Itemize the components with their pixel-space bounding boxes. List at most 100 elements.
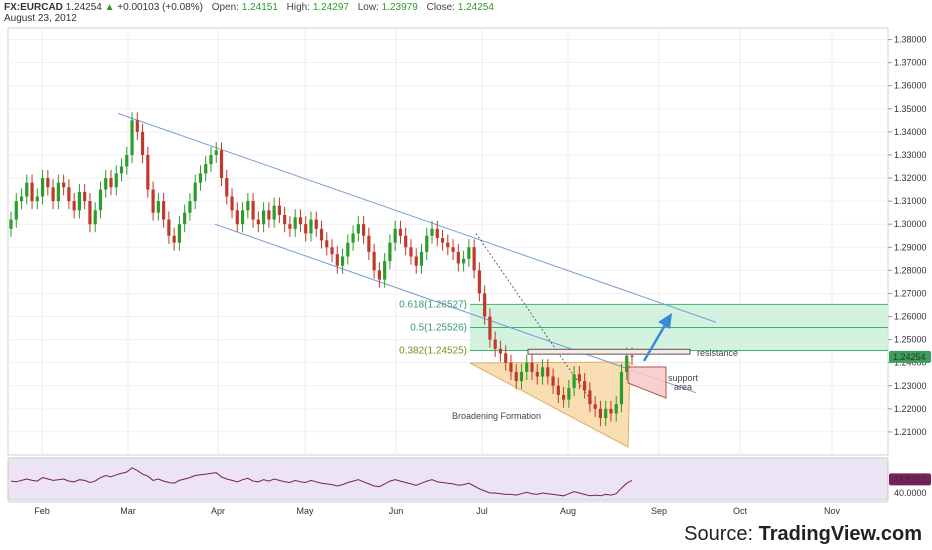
- candle-body: [183, 212, 187, 225]
- candle-body: [461, 258, 466, 264]
- candle-body: [404, 235, 408, 248]
- channel-lower-line: [214, 223, 697, 394]
- candle-body: [425, 235, 429, 252]
- candle-body: [556, 385, 560, 395]
- open-label: Open:: [211, 2, 239, 13]
- candle-body: [83, 191, 87, 202]
- candle-body: [167, 219, 171, 236]
- candle-body: [435, 228, 439, 239]
- candle-body: [240, 210, 245, 225]
- candle-body: [456, 251, 460, 264]
- candle-body: [472, 247, 476, 271]
- target-arrow-shaft: [642, 319, 670, 362]
- rsi-level-label: 40.0000: [894, 488, 927, 498]
- candle-body: [572, 374, 576, 389]
- x-tick-label: Jun: [389, 506, 404, 516]
- x-tick-label: Sep: [651, 506, 667, 516]
- candle-body: [309, 219, 313, 234]
- candle-body: [630, 355, 634, 357]
- candle-body: [440, 238, 445, 243]
- candle-body: [151, 189, 155, 213]
- candle-body: [577, 374, 581, 382]
- candle-body: [325, 240, 329, 248]
- candle-body: [430, 228, 434, 236]
- candle-body: [262, 210, 266, 225]
- candle-body: [351, 233, 355, 243]
- candle-body: [35, 196, 39, 202]
- candle-body: [551, 376, 555, 386]
- candle-body: [377, 270, 381, 280]
- candle-body: [530, 362, 534, 372]
- support-area-label: area: [674, 382, 692, 392]
- resistance-label: resistance: [697, 348, 738, 358]
- source-brand: TradingView.com: [758, 523, 922, 545]
- rsi-badge: [889, 473, 931, 486]
- broadening-label: Broadening Formation: [452, 411, 541, 421]
- fibonacci-label: 0.618(1.26527): [399, 299, 467, 310]
- candle-body: [477, 270, 481, 294]
- rsi-pane: [7, 457, 889, 501]
- candle-body: [19, 196, 24, 202]
- x-tick-label: Feb: [34, 506, 50, 516]
- candle-body: [319, 228, 324, 241]
- candle-body: [388, 242, 392, 262]
- high-label: High:: [286, 2, 311, 13]
- y-tick-label: 1.25000: [894, 335, 927, 345]
- y-tick-label: 1.32000: [894, 173, 927, 183]
- candle-body: [198, 173, 203, 183]
- candle-body: [209, 154, 213, 165]
- y-tick-label: 1.21000: [894, 427, 927, 437]
- candle-body: [109, 178, 113, 188]
- change-up-icon: ▲: [104, 2, 115, 13]
- candle-body: [393, 228, 397, 243]
- x-tick-label: Oct: [733, 506, 748, 516]
- overlays-back: 0.618(1.26527) 0.5(1.25526) 0.382(1.24525)…: [117, 112, 888, 448]
- candle-body: [593, 404, 597, 409]
- candle-body: [251, 201, 255, 220]
- candle-body: [30, 182, 34, 202]
- candle-body: [277, 205, 281, 215]
- chart-header: FX:EURCAD 1.24254 ▲ +0.00103 (+0.08%) Op…: [4, 2, 494, 14]
- candle-body: [25, 182, 29, 197]
- candle-body: [493, 339, 497, 349]
- candle-body: [588, 390, 592, 405]
- candle-body: [293, 217, 297, 229]
- candle-body: [188, 201, 192, 213]
- rsi-panel: 40.0000 47.8702: [7, 457, 931, 501]
- candle-body: [614, 404, 618, 414]
- source-credit: Source: TradingView.com: [684, 523, 922, 546]
- candle-body: [140, 131, 145, 155]
- grid: [7, 27, 889, 500]
- x-tick-label: Apr: [211, 506, 225, 516]
- candle-body: [340, 256, 345, 266]
- candle-body: [46, 178, 50, 188]
- candle-body: [146, 154, 150, 190]
- candle-body: [235, 210, 239, 225]
- x-tick-label: Aug: [560, 506, 576, 516]
- y-tick-label: 1.35000: [894, 104, 927, 114]
- candle-body: [14, 201, 18, 220]
- resistance-zone: [527, 348, 691, 355]
- low-value: 1.23979: [381, 2, 418, 13]
- candle-body: [219, 150, 224, 179]
- last-price: 1.24254: [65, 2, 102, 13]
- y-tick-label: 1.22000: [894, 404, 927, 414]
- candle-body: [88, 201, 92, 225]
- y-tick-label: 1.23000: [894, 381, 927, 391]
- candle-body: [246, 201, 250, 211]
- candle-body: [119, 166, 124, 174]
- y-tick-label: 1.37000: [894, 58, 927, 68]
- candle-body: [93, 210, 97, 225]
- candle-body: [509, 362, 513, 372]
- high-value: 1.24297: [312, 2, 349, 13]
- candle-body: [519, 371, 524, 382]
- support-zone: [627, 366, 667, 399]
- candle-body: [609, 408, 613, 414]
- candle-body: [409, 247, 413, 257]
- candle-body: [583, 381, 587, 391]
- x-tick-label: Mar: [120, 506, 136, 516]
- candle-body: [451, 247, 455, 252]
- fibonacci-label: 0.382(1.24525): [399, 346, 467, 357]
